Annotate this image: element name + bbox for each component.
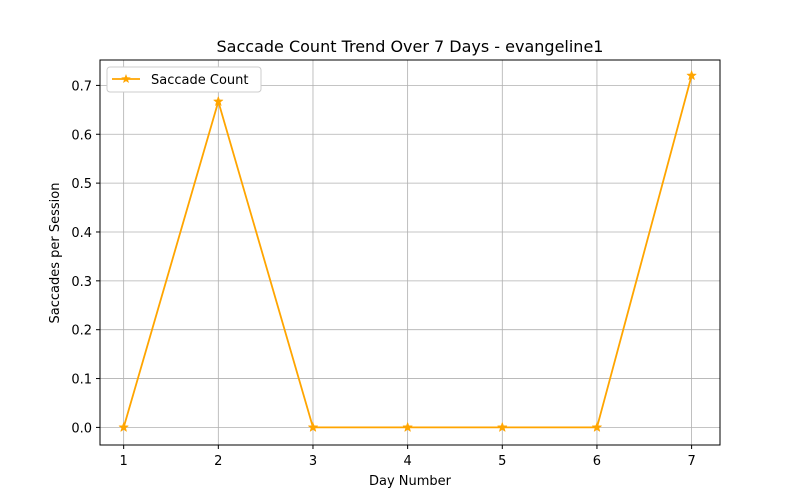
x-axis-label: Day Number bbox=[369, 474, 452, 489]
x-tick-label: 7 bbox=[687, 454, 695, 469]
legend-star-marker-icon bbox=[121, 74, 131, 84]
series-layer bbox=[118, 69, 698, 433]
x-tick-label: 5 bbox=[498, 454, 506, 469]
data-point-star-marker bbox=[686, 69, 698, 81]
x-tick-label: 2 bbox=[214, 454, 222, 469]
y-tick-label: 0.0 bbox=[71, 421, 92, 436]
y-tick-label: 0.4 bbox=[71, 226, 92, 241]
legend: Saccade Count bbox=[106, 66, 262, 93]
x-tick-label: 1 bbox=[120, 454, 128, 469]
y-axis-label: Saccades per Session bbox=[48, 183, 63, 324]
axis-ticks: 1 2 3 4 5 6 7 0.0 0.1 0.2 0.3 0.4 0.5 0.6 0.7 bbox=[71, 79, 695, 469]
data-point-star-marker bbox=[591, 421, 603, 433]
y-tick-label: 0.3 bbox=[71, 275, 92, 290]
data-point-star-marker bbox=[118, 421, 130, 433]
data-point-star-marker bbox=[496, 421, 508, 433]
chart-title: Saccade Count Trend Over 7 Days - evange… bbox=[217, 37, 604, 56]
grid-lines bbox=[100, 60, 720, 445]
data-point-star-marker bbox=[212, 95, 224, 107]
x-tick-label: 3 bbox=[309, 454, 317, 469]
y-tick-label: 0.7 bbox=[71, 79, 92, 94]
x-tick-label: 6 bbox=[593, 454, 601, 469]
y-tick-label: 0.5 bbox=[71, 177, 92, 192]
data-point-star-marker bbox=[402, 421, 414, 433]
legend-entry-saccade-count: Saccade Count bbox=[151, 73, 248, 88]
y-tick-label: 0.2 bbox=[71, 324, 92, 339]
x-tick-label: 4 bbox=[403, 454, 411, 469]
legend-box bbox=[106, 66, 262, 93]
y-tick-label: 0.6 bbox=[71, 128, 92, 143]
plot-frame bbox=[99, 59, 721, 446]
data-point-star-marker bbox=[307, 421, 319, 433]
y-tick-label: 0.1 bbox=[71, 373, 92, 388]
